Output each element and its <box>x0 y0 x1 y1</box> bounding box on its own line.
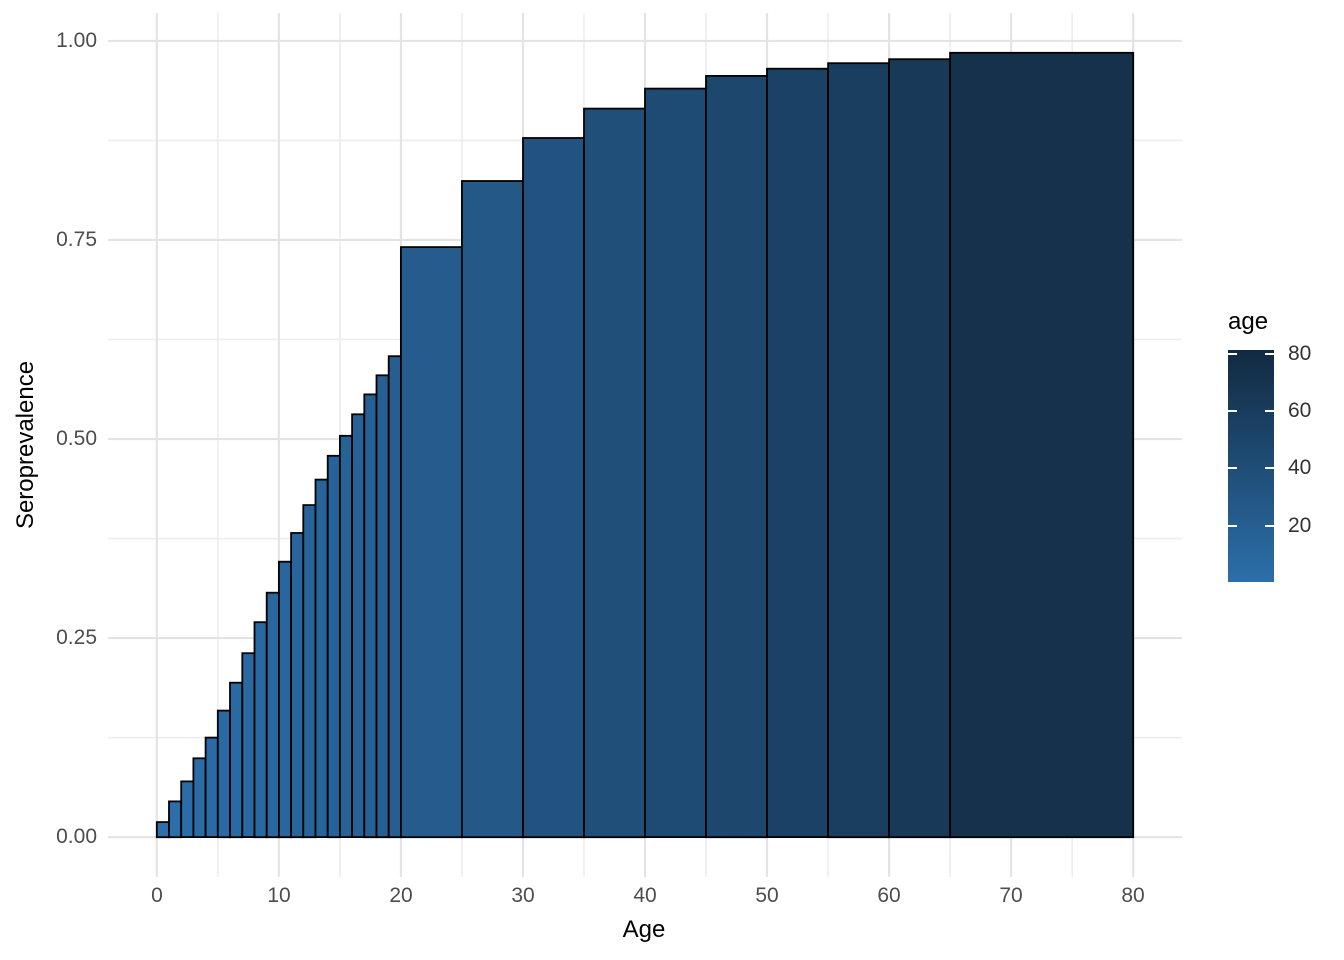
legend-tick-label-40: 40 <box>1288 456 1312 479</box>
legend-tick-mark-60-right <box>1265 410 1274 412</box>
x-axis-title: Age <box>622 916 666 943</box>
bar-age-3-4 <box>192 757 207 838</box>
y-axis-title: Seroprevalence <box>12 360 39 530</box>
legend-tick-mark-80-left <box>1228 353 1237 355</box>
x-tick-label-40: 40 <box>633 884 657 907</box>
y-tick-label-0.25: 0.25 <box>56 626 97 649</box>
bar-age-60-65 <box>888 58 951 839</box>
bar-age-12-13 <box>302 504 317 839</box>
bar-age-13-14 <box>314 478 329 839</box>
bar-age-55-60 <box>827 62 890 839</box>
bar-age-11-12 <box>290 532 305 839</box>
bar-age-8-9 <box>253 621 268 839</box>
legend-tick-mark-40-left <box>1228 467 1237 469</box>
x-tick-label-10: 10 <box>267 884 291 907</box>
bar-age-6-7 <box>229 681 244 839</box>
x-tick-label-70: 70 <box>999 884 1023 907</box>
bar-age-15-16 <box>338 434 353 838</box>
bar-age-65-80 <box>949 51 1135 839</box>
legend-title: age <box>1228 308 1269 335</box>
x-tick-label-80: 80 <box>1121 884 1145 907</box>
legend-tick-mark-60-left <box>1228 410 1237 412</box>
bar-age-17-18 <box>363 393 378 839</box>
legend-tick-label-80: 80 <box>1288 342 1312 365</box>
x-tick-label-60: 60 <box>877 884 901 907</box>
bar-age-0-1 <box>155 821 170 839</box>
bar-age-45-50 <box>705 75 768 839</box>
bar-age-30-35 <box>522 137 585 839</box>
x-tick-label-0: 0 <box>151 884 163 907</box>
x-tick-label-50: 50 <box>755 884 779 907</box>
bar-age-4-5 <box>204 736 219 838</box>
legend-tick-label-20: 20 <box>1288 514 1312 537</box>
x-tick-label-20: 20 <box>389 884 413 907</box>
bar-age-10-11 <box>277 560 292 839</box>
y-tick-label-1.00: 1.00 <box>56 29 97 52</box>
y-tick-label-0.50: 0.50 <box>56 427 97 450</box>
bar-age-1-2 <box>168 800 183 839</box>
x-tick-label-30: 30 <box>511 884 535 907</box>
bar-age-35-40 <box>583 107 646 839</box>
bar-age-16-17 <box>351 413 366 838</box>
bar-age-14-15 <box>326 454 341 839</box>
bar-age-18-19 <box>375 374 390 839</box>
legend-tick-mark-40-right <box>1265 467 1274 469</box>
legend-tick-mark-20-left <box>1228 525 1237 527</box>
bar-age-2-3 <box>180 780 195 839</box>
bar-age-19-20 <box>387 355 402 839</box>
legend-colorbar <box>1228 350 1274 582</box>
bar-age-40-45 <box>644 87 707 838</box>
bar-age-5-6 <box>216 709 231 839</box>
bar-age-20-25 <box>399 246 463 839</box>
legend-tick-mark-20-right <box>1265 525 1274 527</box>
legend-tick-mark-80-right <box>1265 353 1274 355</box>
bar-age-9-10 <box>265 591 280 839</box>
y-tick-label-0.75: 0.75 <box>56 228 97 251</box>
bar-age-25-30 <box>460 180 524 839</box>
y-tick-label-0.00: 0.00 <box>56 825 97 848</box>
legend-tick-label-60: 60 <box>1288 399 1312 422</box>
bar-age-7-8 <box>241 652 256 839</box>
bar-age-50-55 <box>766 67 829 839</box>
